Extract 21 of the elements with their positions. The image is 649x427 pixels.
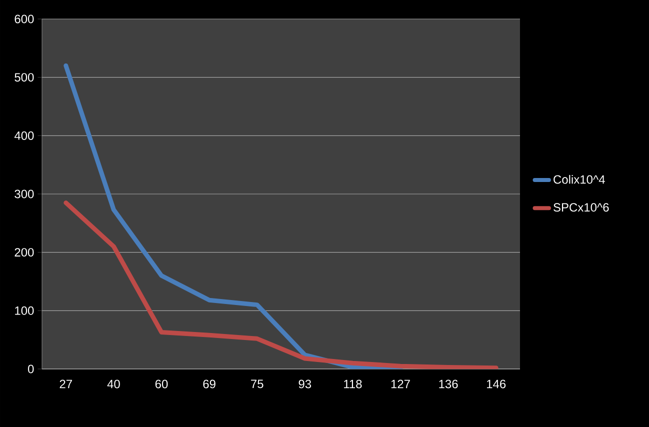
- y-tick-label: 300: [14, 190, 34, 198]
- line-series: [64, 200, 498, 369]
- y-tick-label: 400: [14, 131, 34, 140]
- x-tick-label: 27: [60, 380, 72, 388]
- x-tick-label: 118: [344, 380, 362, 388]
- x-tick-label: 93: [298, 380, 312, 388]
- x-tick-label: 136: [439, 380, 458, 388]
- x-tick-label: 40: [107, 380, 120, 388]
- x-tick-label: 60: [155, 380, 168, 388]
- x-tick-label: 69: [203, 380, 216, 388]
- y-tick-label: 500: [14, 73, 34, 82]
- y-tick-label: 600: [14, 14, 34, 24]
- x-tick-label: 146: [486, 380, 506, 388]
- x-tick-label: 75: [251, 380, 264, 388]
- y-tick-label: 0: [28, 364, 34, 374]
- y-tick-label: 100: [15, 306, 34, 315]
- legend-label: SPCx10^6: [554, 203, 609, 212]
- line-series: [64, 63, 403, 369]
- x-tick-label: 127: [391, 380, 410, 388]
- legend-label: Colix10^4: [554, 174, 605, 184]
- y-tick-label: 200: [14, 248, 34, 257]
